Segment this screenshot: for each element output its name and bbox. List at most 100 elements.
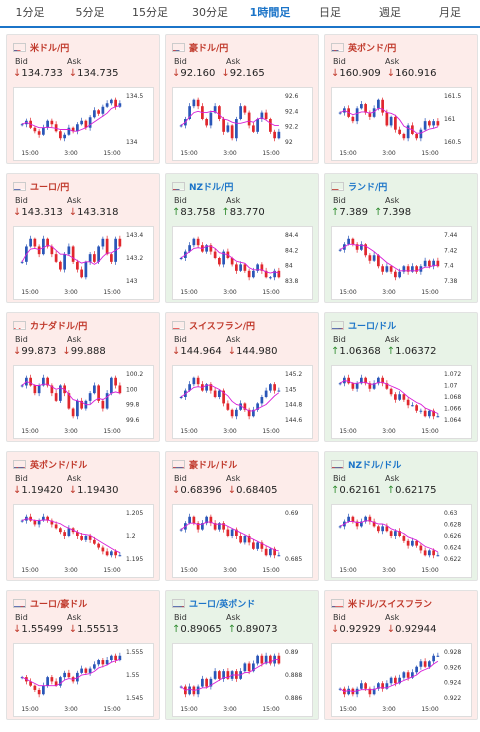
tab-timeframe-1[interactable]: 5分足 xyxy=(75,6,105,19)
candle-down xyxy=(192,516,196,524)
currency-pair-name[interactable]: ユーロ/円 xyxy=(30,182,70,193)
rate-card[interactable]: ユーロ/豪ドル Bid Ask ↓1.55499 ↓1.55513 1.555 1.5… xyxy=(6,590,160,720)
candle-up xyxy=(398,271,401,278)
rate-card[interactable]: スイスフラン/円 Bid Ask ↓144.964 ↓144.980 145.2 14… xyxy=(165,312,319,442)
rate-card[interactable]: ユーロ/英ポンド Bid Ask ↑0.89065 ↑0.89073 0.89 0.8… xyxy=(165,590,319,720)
currency-pair-name[interactable]: ランド/円 xyxy=(348,182,388,193)
currency-pair-name[interactable]: NZドル/円 xyxy=(189,182,234,193)
candle-down xyxy=(419,545,423,551)
currency-pair-name[interactable]: 豪ドル/円 xyxy=(189,43,229,54)
candle-up xyxy=(93,664,96,669)
rate-card[interactable]: ユーロ/円 Bid Ask ↓143.313 ↓143.318 143.4 143.2… xyxy=(6,173,160,303)
candlestick-chart[interactable]: 0.63 0.628 0.626 0.624 0.622 15:00 3:00 15:00 xyxy=(331,504,472,578)
currency-pair-name[interactable]: 英ポンド/ドル xyxy=(30,460,88,471)
candlestick-chart[interactable]: 143.4 143.2 143 15:00 3:00 15:00 xyxy=(13,226,154,300)
candlestick-chart[interactable]: 134.5 134 15:00 3:00 15:00 xyxy=(13,87,154,161)
candlestick-chart[interactable]: 0.69 0.685 15:00 3:00 15:00 xyxy=(172,504,313,578)
candle-up xyxy=(256,655,259,664)
candlestick-chart[interactable]: 0.928 0.926 0.924 0.922 15:00 3:00 15:00 xyxy=(331,643,472,717)
candle-up xyxy=(385,266,389,272)
candle-up xyxy=(423,121,427,130)
tab-timeframe-0[interactable]: 1分足 xyxy=(15,6,45,19)
tab-timeframe-4[interactable]: 1時間足 xyxy=(240,0,300,28)
tab-timeframe-7[interactable]: 月足 xyxy=(439,6,461,19)
candlestick-chart[interactable]: 1.072 1.07 1.068 1.066 1.064 15:00 3:00 15:00 xyxy=(331,365,472,439)
candlestick-chart[interactable]: 84.4 84.2 84 83.8 15:00 3:00 15:00 xyxy=(172,226,313,300)
rate-card[interactable]: ランド/円 Bid Ask ↑7.389 ↑7.398 7.44 7.42 7.4 7.3… xyxy=(324,173,478,303)
candlestick-chart[interactable]: 0.89 0.888 0.886 15:00 3:00 15:00 xyxy=(172,643,313,717)
candlestick-chart[interactable]: 161.5 161 160.5 15:00 3:00 15:00 xyxy=(331,87,472,161)
rate-card[interactable]: 英ポンド/円 Bid Ask ↓160.909 ↓160.916 161.5 161 1… xyxy=(324,34,478,164)
tab-timeframe-3[interactable]: 30分足 xyxy=(192,6,228,19)
rate-card[interactable]: 豪ドル/ドル Bid Ask ↓0.68396 ↓0.68405 0.69 0.685… xyxy=(165,451,319,581)
candle-up xyxy=(338,383,342,385)
rate-card[interactable]: ユーロ/ドル Bid Ask ↑1.06368 ↑1.06372 1.072 1.07… xyxy=(324,312,478,442)
candle-down xyxy=(264,548,268,556)
x-tick-label: 3:00 xyxy=(382,567,396,574)
candle-down xyxy=(406,399,410,406)
candlestick-chart[interactable]: 145.2 145 144.8 144.6 15:00 3:00 15:00 xyxy=(172,365,313,439)
candle-down xyxy=(368,516,372,522)
candle-down xyxy=(436,260,440,267)
tab-timeframe-2[interactable]: 15分足 xyxy=(132,6,168,19)
y-tick-label: 161.5 xyxy=(444,93,461,100)
currency-pair-name[interactable]: 米ドル/スイスフラン xyxy=(348,599,433,610)
candle-down xyxy=(273,131,276,139)
card-header: ユーロ/英ポンド xyxy=(172,597,256,610)
tab-timeframe-6[interactable]: 週足 xyxy=(379,6,401,19)
currency-pair-name[interactable]: ユーロ/豪ドル xyxy=(30,599,88,610)
candle-up xyxy=(222,671,225,679)
currency-pair-name[interactable]: 英ポンド/円 xyxy=(348,43,397,54)
currency-pair-name[interactable]: 米ドル/円 xyxy=(30,43,70,54)
rate-card[interactable]: 豪ドル/円 Bid Ask ↓92.160 ↓92.165 92.6 92.4 92.2… xyxy=(165,34,319,164)
tab-timeframe-5[interactable]: 日足 xyxy=(319,6,341,19)
rate-card[interactable]: 米ドル/スイスフラン Bid Ask ↓0.92929 ↓0.92944 0.928… xyxy=(324,590,478,720)
currency-flag-icon xyxy=(13,181,26,191)
rate-card[interactable]: NZドル/ドル Bid Ask ↑0.62161 ↑0.62175 0.63 0.62… xyxy=(324,451,478,581)
candlestick-chart[interactable]: 100.2 100 99.8 99.6 15:00 3:00 15:00 xyxy=(13,365,154,439)
currency-pair-name[interactable]: 豪ドル/ドル xyxy=(189,460,238,471)
currency-pair-name[interactable]: NZドル/ドル xyxy=(348,460,402,471)
candle-up xyxy=(209,112,213,126)
candle-down xyxy=(33,238,37,247)
candle-up xyxy=(20,261,24,263)
candlestick-chart[interactable]: 7.44 7.42 7.4 7.38 15:00 3:00 15:00 xyxy=(331,226,472,300)
currency-pair-name[interactable]: カナダドル/円 xyxy=(30,321,88,332)
ask-label: Ask xyxy=(385,335,400,344)
y-tick-label: 145.2 xyxy=(285,371,302,378)
arrow-down-icon: ↓ xyxy=(13,485,22,496)
candle-up xyxy=(63,134,66,139)
candle-up xyxy=(436,655,440,657)
y-tick-label: 1.072 xyxy=(444,371,461,378)
bid-price: ↓143.313 xyxy=(13,207,63,218)
candle-down xyxy=(93,254,96,262)
currency-pair-name[interactable]: ユーロ/ドル xyxy=(348,321,397,332)
candle-up xyxy=(88,393,92,401)
candlestick-chart[interactable]: 1.205 1.2 1.195 15:00 3:00 15:00 xyxy=(13,504,154,578)
rate-card[interactable]: カナダドル/円 Bid Ask ↓99.873 ↓99.888 100.2 100 99… xyxy=(6,312,160,442)
ask-label: Ask xyxy=(226,196,241,205)
ask-label: Ask xyxy=(385,474,400,483)
candle-down xyxy=(364,244,367,256)
rate-card[interactable]: 米ドル/円 Bid Ask ↓134.733 ↓134.735 134.5 134 15… xyxy=(6,34,160,164)
candle-up xyxy=(205,516,208,524)
ask-price: ↑0.62175 xyxy=(386,485,437,496)
rate-card[interactable]: NZドル/円 Bid Ask ↑83.758 ↑83.770 84.4 84.2 84 8… xyxy=(165,173,319,303)
price-labels: Bid Ask xyxy=(174,335,278,344)
rate-card[interactable]: 英ポンド/ドル Bid Ask ↓1.19420 ↓1.19430 1.205 1.2… xyxy=(6,451,160,581)
currency-pair-name[interactable]: スイスフラン/円 xyxy=(189,321,256,332)
candle-down xyxy=(423,410,427,417)
candle-up xyxy=(402,266,406,272)
candle-up xyxy=(188,245,191,252)
candlestick-chart[interactable]: 92.6 92.4 92.2 92 15:00 3:00 15:00 xyxy=(172,87,313,161)
candlestick-chart[interactable]: 1.555 1.55 1.545 15:00 3:00 15:00 xyxy=(13,643,154,717)
currency-pair-name[interactable]: ユーロ/英ポンド xyxy=(189,599,256,610)
candle-up xyxy=(20,124,24,126)
candle-up xyxy=(269,548,272,556)
bid-label: Bid xyxy=(15,474,28,483)
candle-up xyxy=(355,688,359,695)
candle-down xyxy=(269,119,272,132)
candle-down xyxy=(196,238,200,246)
price-row: ↓99.873 ↓99.888 xyxy=(13,346,112,357)
currency-flag-icon xyxy=(172,459,185,469)
